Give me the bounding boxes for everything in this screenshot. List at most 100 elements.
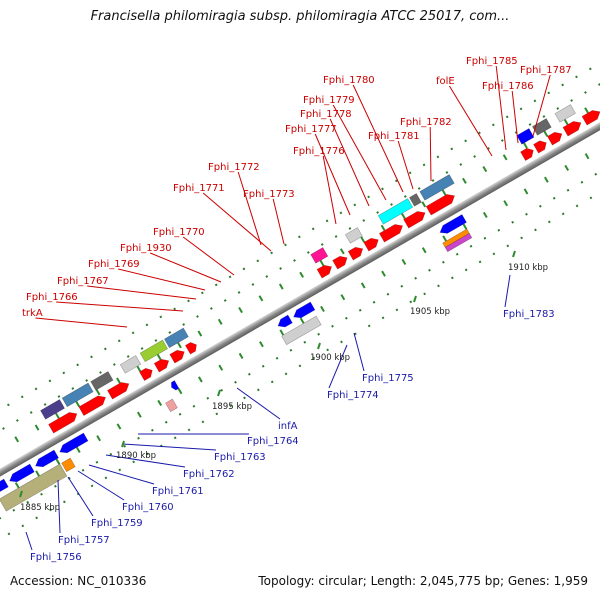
gene-arrow-forward[interactable] bbox=[403, 208, 428, 229]
gene-label-fphi-1762[interactable]: Fphi_1762 bbox=[183, 469, 235, 480]
gene-label-fphi-1767[interactable]: Fphi_1767 bbox=[57, 276, 109, 287]
grid-dot bbox=[265, 275, 269, 278]
gene-block[interactable] bbox=[444, 232, 473, 253]
grid-dot bbox=[311, 227, 315, 231]
kbp-label: 1910 kbp bbox=[508, 263, 548, 273]
grid-dot bbox=[519, 107, 523, 111]
gene-block[interactable] bbox=[61, 457, 76, 473]
gene-label-fphi-1786[interactable]: Fphi_1786 bbox=[482, 81, 534, 92]
gene-label-fphi-1772[interactable]: Fphi_1772 bbox=[208, 162, 260, 173]
grid-dot bbox=[445, 171, 449, 174]
ruler-tick bbox=[96, 435, 101, 442]
grid-dot bbox=[173, 307, 177, 311]
grid-dot bbox=[275, 356, 279, 360]
gene-arrow-forward[interactable] bbox=[139, 366, 154, 381]
gene-block[interactable] bbox=[61, 382, 94, 408]
gene-arrow-forward[interactable] bbox=[347, 244, 365, 261]
gene-label-fphi-1759[interactable]: Fphi_1759 bbox=[91, 518, 143, 529]
gene-label-fphi-1774[interactable]: Fphi_1774 bbox=[327, 390, 379, 401]
gene-block[interactable] bbox=[0, 463, 68, 512]
gene-arrow-forward[interactable] bbox=[581, 107, 600, 126]
gene-block[interactable] bbox=[344, 227, 363, 244]
gene-block[interactable] bbox=[119, 355, 142, 374]
gene-arrow-forward[interactable] bbox=[169, 347, 187, 364]
gene-arrow-forward[interactable] bbox=[562, 118, 584, 137]
grid-dot bbox=[279, 267, 282, 270]
gene-label-fphi-1781[interactable]: Fphi_1781 bbox=[368, 131, 420, 142]
gene-label-fphi-1785[interactable]: Fphi_1785 bbox=[466, 56, 518, 67]
gene-label-fphi-1930[interactable]: Fphi_1930 bbox=[120, 243, 172, 254]
gene-label-fphi-1776[interactable]: Fphi_1776 bbox=[293, 146, 345, 157]
gene-label-fphi-1778[interactable]: Fphi_1778 bbox=[300, 109, 352, 120]
gene-arrow-forward[interactable] bbox=[316, 262, 334, 279]
gene-arrow-reverse[interactable] bbox=[7, 463, 35, 485]
grid-dot bbox=[229, 404, 233, 408]
gene-block[interactable] bbox=[377, 198, 414, 225]
gene-arrow-reverse[interactable] bbox=[291, 301, 316, 321]
gene-label-fphi-1775[interactable]: Fphi_1775 bbox=[362, 373, 414, 384]
gene-block[interactable] bbox=[516, 128, 535, 145]
gene-arrow-reverse[interactable] bbox=[276, 314, 293, 330]
gene-label-fphi-1779[interactable]: Fphi_1779 bbox=[303, 95, 355, 106]
gene-label-fphi-1769[interactable]: Fphi_1769 bbox=[88, 259, 140, 270]
gene-block[interactable] bbox=[281, 315, 322, 346]
grid-dot bbox=[206, 396, 210, 400]
grid-dot bbox=[196, 315, 199, 318]
grid-dot bbox=[109, 452, 113, 456]
gene-label-fphi-1764[interactable]: Fphi_1764 bbox=[247, 436, 299, 447]
grid-dot bbox=[103, 347, 107, 351]
gene-label-fphi-1771[interactable]: Fphi_1771 bbox=[173, 183, 225, 194]
gene-label-fphi-1783[interactable]: Fphi_1783 bbox=[503, 309, 555, 320]
gene-label-fphi-1782[interactable]: Fphi_1782 bbox=[400, 117, 452, 128]
ruler-tick bbox=[543, 176, 549, 183]
ruler-tick bbox=[482, 211, 488, 219]
gene-label-infa[interactable]: infA bbox=[278, 421, 298, 432]
gene-arrow-forward[interactable] bbox=[546, 129, 564, 146]
gene-arrow-forward[interactable] bbox=[520, 146, 535, 161]
gene-label-fphi-1770[interactable]: Fphi_1770 bbox=[153, 227, 205, 238]
gene-arrow-forward[interactable] bbox=[425, 191, 457, 216]
gene-arrow-forward[interactable] bbox=[332, 253, 350, 270]
ruler-tick bbox=[34, 424, 40, 431]
gene-arrow-forward[interactable] bbox=[153, 356, 171, 373]
gene-label-fphi-1757[interactable]: Fphi_1757 bbox=[58, 535, 110, 546]
ruler-tick bbox=[421, 247, 427, 254]
gene-arrow-reverse[interactable] bbox=[33, 449, 59, 470]
gene-arrow-forward[interactable] bbox=[78, 393, 108, 416]
leader-line bbox=[328, 344, 348, 389]
gene-arrow-forward[interactable] bbox=[363, 235, 381, 252]
gene-label-fphi-1780[interactable]: Fphi_1780 bbox=[323, 75, 375, 86]
gene-arrow-forward[interactable] bbox=[378, 221, 405, 243]
grid-dot bbox=[575, 75, 578, 79]
gene-label-fphi-1766[interactable]: Fphi_1766 bbox=[26, 292, 78, 303]
gene-arrow-forward[interactable] bbox=[533, 138, 548, 154]
gene-block[interactable] bbox=[409, 193, 422, 207]
gene-arrow-forward[interactable] bbox=[184, 340, 199, 355]
gene-block[interactable] bbox=[419, 174, 455, 201]
gene-label-fphi-1787[interactable]: Fphi_1787 bbox=[520, 65, 572, 76]
gene-label-fole[interactable]: folE bbox=[436, 76, 455, 87]
gene-label-fphi-1760[interactable]: Fphi_1760 bbox=[122, 502, 174, 513]
gene-block[interactable] bbox=[163, 327, 189, 349]
gene-arrow-forward[interactable] bbox=[48, 409, 80, 434]
gene-arrow-forward[interactable] bbox=[106, 379, 131, 400]
gene-label-fphi-1761[interactable]: Fphi_1761 bbox=[152, 486, 204, 497]
gene-block[interactable] bbox=[40, 399, 65, 420]
gene-label-fphi-1756[interactable]: Fphi_1756 bbox=[30, 552, 82, 563]
gene-label-fphi-1773[interactable]: Fphi_1773 bbox=[243, 189, 295, 200]
gene-arrow-reverse[interactable] bbox=[0, 478, 9, 495]
gene-block[interactable] bbox=[165, 398, 178, 413]
gene-label-trka[interactable]: trkA bbox=[22, 308, 43, 319]
gene-block[interactable] bbox=[310, 247, 329, 264]
ruler-tick bbox=[136, 365, 142, 372]
grid-dot bbox=[469, 244, 473, 248]
gene-arrow-reverse[interactable] bbox=[169, 380, 180, 392]
gene-label-fphi-1777[interactable]: Fphi_1777 bbox=[285, 124, 337, 135]
gene-label-fphi-1763[interactable]: Fphi_1763 bbox=[214, 452, 266, 463]
gene-block[interactable] bbox=[554, 104, 576, 123]
gene-block[interactable] bbox=[90, 371, 114, 391]
gene-arrow-reverse[interactable] bbox=[58, 432, 89, 456]
gene-arrow-reverse[interactable] bbox=[438, 214, 467, 237]
grid-dot bbox=[588, 67, 592, 71]
gene-block[interactable] bbox=[139, 339, 169, 363]
